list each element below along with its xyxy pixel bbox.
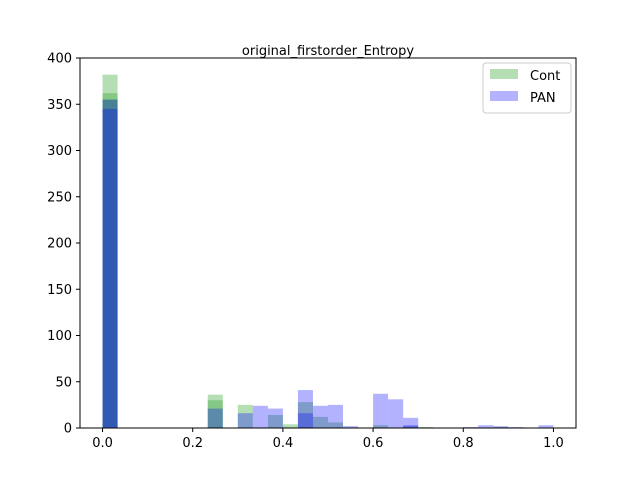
bar-cont-8 (297, 402, 313, 428)
y-tick-label-6: 300 (47, 144, 72, 159)
x-tick-label-3: 0.6 (363, 436, 384, 451)
legend-swatch-pan (490, 91, 518, 101)
bar-pan-6 (297, 390, 313, 428)
bar-cont-10 (328, 422, 344, 428)
bar-cont-5 (237, 404, 253, 428)
y-tick-label-3: 150 (47, 283, 72, 298)
bar-pan-13 (403, 417, 419, 428)
bar-pan-3 (237, 413, 253, 428)
x-tick-label-1: 0.2 (182, 436, 203, 451)
bar-pan-9 (328, 404, 344, 428)
bar-pan-10 (343, 426, 359, 428)
bar-cont-2 (102, 99, 118, 428)
bar-pan-7 (297, 413, 313, 428)
bar-pan-0 (102, 99, 118, 428)
legend-box (482, 62, 572, 114)
bar-pan-8 (312, 405, 328, 428)
bar-pan-4 (252, 405, 268, 428)
y-axis: 0 50 100 150 200 250 300 350 400 (47, 52, 80, 437)
bar-pan-5 (267, 408, 283, 428)
legend-swatch-cont (490, 69, 518, 79)
bars-layer (102, 74, 554, 429)
y-tick-label-8: 400 (47, 52, 72, 67)
bar-pan-12 (388, 399, 404, 428)
bar-cont-11 (373, 425, 389, 428)
bar-pan-16 (478, 425, 494, 428)
bar-pan-1 (102, 108, 118, 428)
bar-cont-7 (282, 424, 298, 428)
bar-cont-12 (403, 426, 419, 428)
bar-cont-9 (312, 416, 328, 428)
legend: Cont PAN (482, 62, 572, 114)
bar-cont-1 (102, 93, 118, 429)
legend-label-cont: Cont (530, 69, 560, 84)
y-tick-label-2: 100 (47, 329, 72, 344)
y-tick-label-0: 0 (64, 422, 72, 437)
bar-cont-4 (207, 400, 223, 428)
x-tick-label-5: 1.0 (543, 436, 564, 451)
bar-pan-17 (493, 426, 509, 428)
x-tick-label-4: 0.8 (453, 436, 474, 451)
bar-pan-14 (403, 425, 419, 428)
y-tick-label-5: 250 (47, 190, 72, 205)
y-tick-label-1: 50 (55, 375, 72, 390)
bar-cont-3 (207, 394, 223, 428)
bar-pan-2 (207, 408, 223, 428)
x-tick-label-2: 0.4 (273, 436, 294, 451)
x-axis: 0.0 0.2 0.4 0.6 0.8 1.0 (92, 428, 564, 451)
x-tick-label-0: 0.0 (92, 436, 113, 451)
bar-cont-6 (267, 415, 283, 428)
bar-cont-0 (102, 74, 118, 429)
bar-pan-11 (373, 393, 389, 428)
chart-title: original_firstorder_Entropy (242, 44, 414, 59)
y-tick-label-4: 200 (47, 237, 72, 252)
legend-label-pan: PAN (530, 91, 556, 106)
y-tick-label-7: 350 (47, 98, 72, 113)
bar-pan-19 (538, 425, 554, 428)
